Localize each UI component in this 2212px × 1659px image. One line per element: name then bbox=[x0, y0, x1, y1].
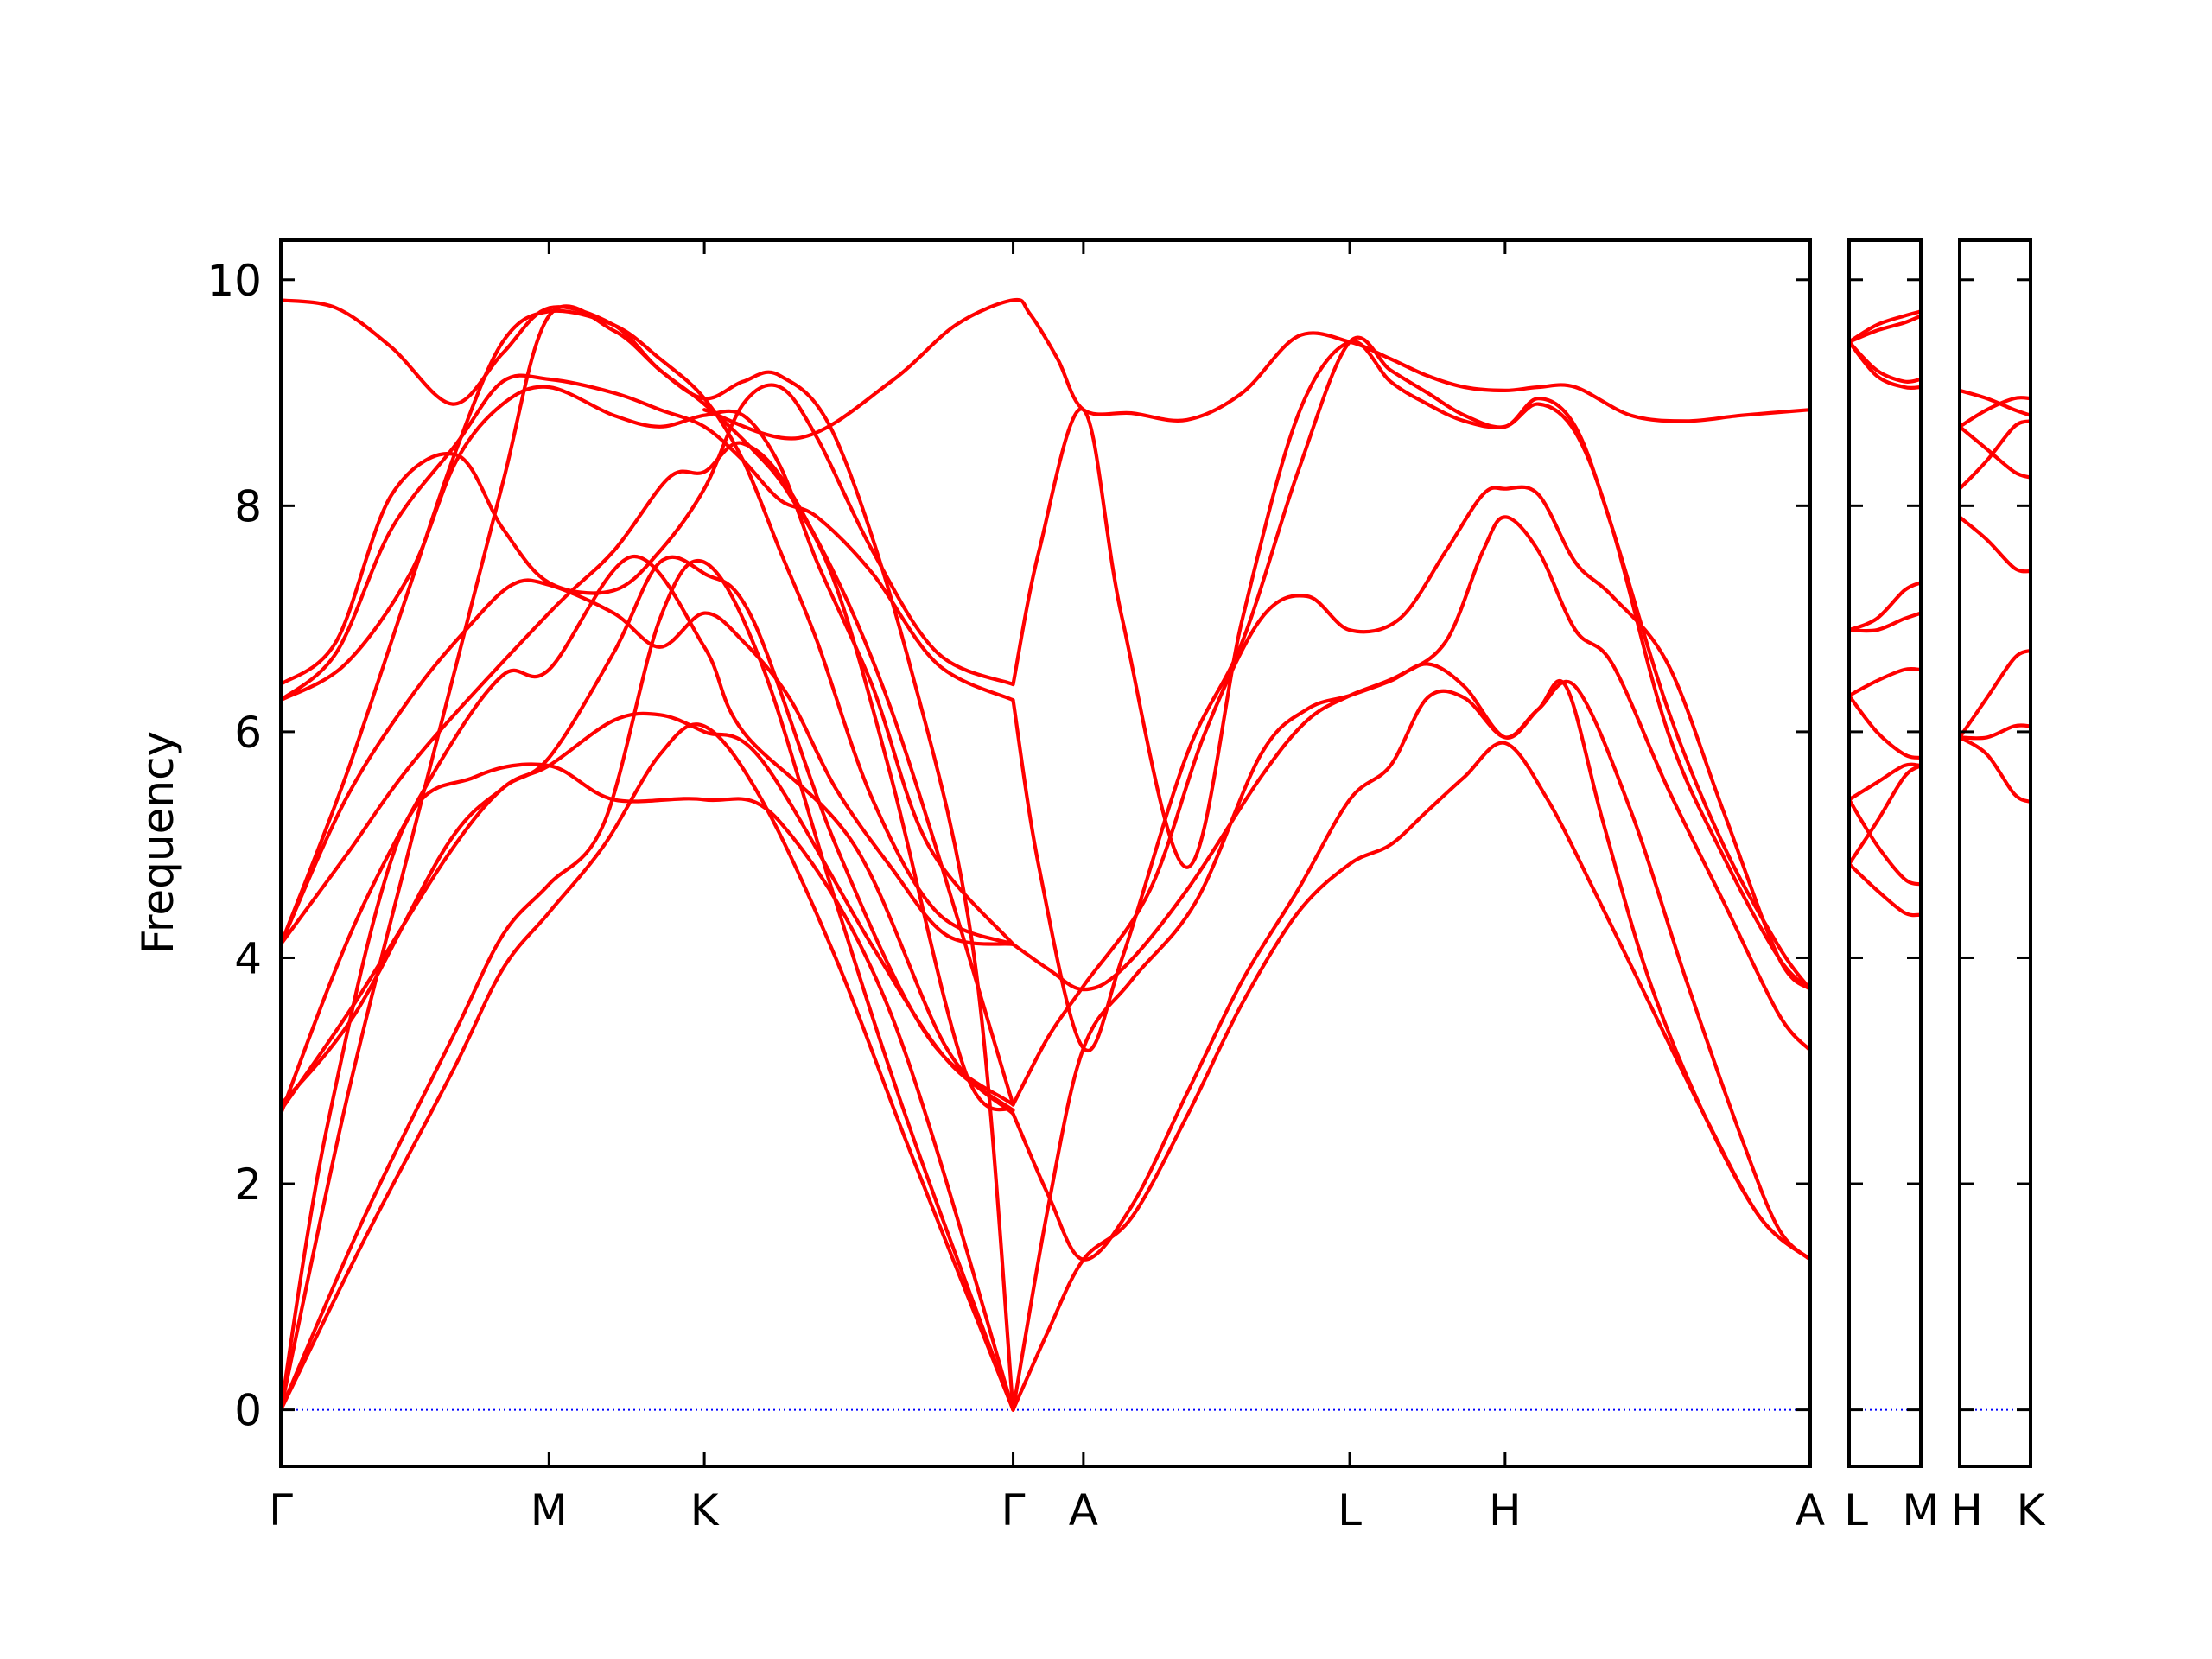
band-line-5 bbox=[1849, 581, 1921, 632]
band-line-12 bbox=[281, 308, 1015, 946]
band-line-20 bbox=[1011, 662, 1810, 1412]
band-line-15 bbox=[702, 297, 1810, 441]
band-line-2 bbox=[1849, 314, 1921, 344]
band-line-12 bbox=[1849, 861, 1921, 918]
x-tick-label: Γ bbox=[1001, 1485, 1026, 1535]
band-line-4 bbox=[1849, 340, 1921, 391]
y-tick-label: 0 bbox=[234, 1386, 262, 1436]
x-tick-label: H bbox=[1950, 1485, 1983, 1535]
band-line-10 bbox=[281, 383, 1015, 687]
x-tick-label: Γ bbox=[269, 1485, 293, 1535]
y-tick-label: 4 bbox=[234, 933, 262, 983]
band-line-6 bbox=[1960, 648, 2031, 740]
y-tick-label: 2 bbox=[234, 1160, 262, 1210]
band-line-13 bbox=[281, 304, 1015, 1412]
y-tick-label: 6 bbox=[234, 708, 262, 758]
band-line-18 bbox=[1011, 485, 1810, 1107]
x-tick-label: K bbox=[2017, 1485, 2046, 1535]
band-line-7 bbox=[1849, 666, 1921, 698]
band-line-17 bbox=[1011, 335, 1810, 1052]
band-line-1 bbox=[1849, 309, 1921, 344]
x-tick-label: M bbox=[1902, 1485, 1939, 1535]
band-line-7 bbox=[1960, 723, 2031, 741]
band-line-3 bbox=[1849, 340, 1921, 384]
bands-group bbox=[1960, 388, 2031, 804]
band-line-3 bbox=[1960, 424, 2031, 480]
y-tick-label: 8 bbox=[234, 481, 262, 531]
panel-frame bbox=[279, 238, 1812, 1468]
x-tick-label: L bbox=[1844, 1485, 1868, 1535]
x-tick-label: H bbox=[1489, 1485, 1522, 1535]
band-line-16 bbox=[1011, 340, 1810, 992]
band-line-10 bbox=[1849, 798, 1921, 887]
bands-group bbox=[1849, 309, 1921, 918]
y-axis-title: Frequency bbox=[133, 731, 183, 954]
band-line-4 bbox=[1960, 419, 2031, 491]
y-tick-label: 10 bbox=[207, 256, 262, 306]
band-line-8 bbox=[281, 578, 1015, 946]
x-tick-label: A bbox=[1069, 1485, 1098, 1535]
band-line-1 bbox=[281, 722, 1015, 1412]
x-tick-label: L bbox=[1338, 1485, 1362, 1535]
bands-group bbox=[281, 297, 1810, 1412]
band-line-5 bbox=[1960, 515, 2031, 574]
band-line-11 bbox=[1849, 764, 1921, 866]
band-line-6 bbox=[281, 555, 1015, 1116]
band-line-2 bbox=[281, 559, 1015, 1412]
band-line-21 bbox=[1011, 679, 1810, 1262]
band-line-6 bbox=[1849, 611, 1921, 633]
panel-frame bbox=[1847, 238, 1923, 1468]
band-line-19 bbox=[1011, 515, 1810, 1052]
x-tick-label: K bbox=[690, 1485, 720, 1535]
band-line-1 bbox=[1960, 388, 2031, 417]
x-tick-label: M bbox=[531, 1485, 568, 1535]
x-tick-label: A bbox=[1796, 1485, 1825, 1535]
panel-frame bbox=[1958, 238, 2032, 1468]
band-line-8 bbox=[1960, 735, 2031, 804]
band-line-2 bbox=[1960, 396, 2031, 429]
band-line-3 bbox=[281, 762, 1015, 1412]
band-line-9 bbox=[1849, 762, 1921, 802]
band-line-7 bbox=[281, 441, 1015, 1107]
band-line-5 bbox=[281, 555, 1015, 1107]
band-line-11 bbox=[281, 373, 1015, 702]
band-line-8 bbox=[1849, 694, 1921, 760]
band-line-14 bbox=[281, 298, 1015, 1412]
band-line-22 bbox=[1011, 741, 1810, 1412]
